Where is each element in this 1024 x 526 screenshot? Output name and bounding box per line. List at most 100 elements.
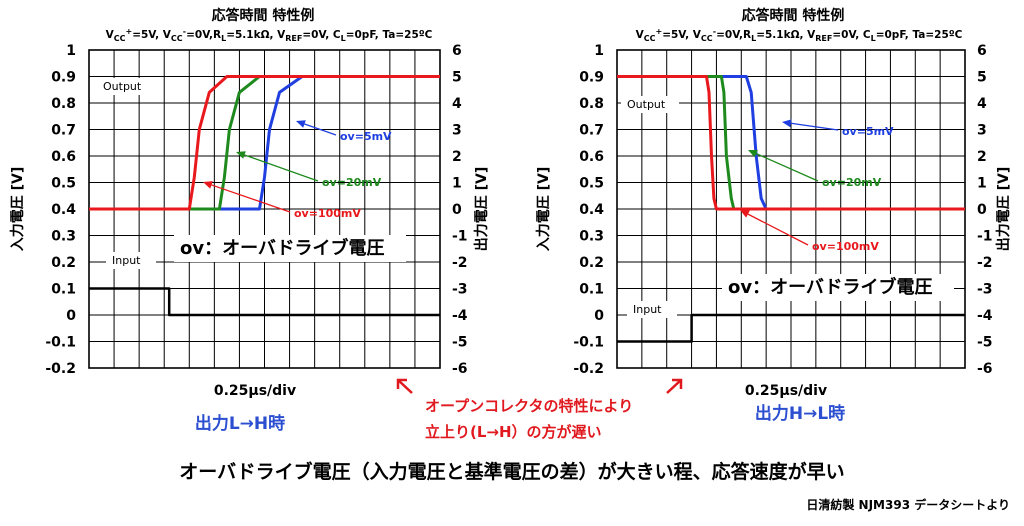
annotation-label: ov=100mV [294,207,361,220]
series-line-ov-100mv [617,75,965,211]
series-line-input [89,287,440,317]
output-label-bg [621,96,679,113]
y2-tick-label: -1 [452,229,468,245]
y2-axis-label: 出力電圧 [V] [473,167,490,252]
annotation-arrow [244,154,319,182]
input-label: Input [633,303,662,316]
subtitle-part: L [221,34,226,43]
subtitle-part: =5.1kΩ, V [226,29,286,41]
subtitle-part: CC [644,34,656,43]
y2-tick-label: 4 [977,96,987,112]
chart-subtitle: VCC+=5V, VCC-=0V,RL=5.1kΩ, VREF=0V, CL=0… [106,27,433,43]
subtitle-part: =5V, V [132,29,172,41]
y2-tick-label: -6 [977,361,993,377]
output-label-bg [97,78,155,95]
subtitle-part: CC [114,34,126,43]
annotation-label: ov=20mV [822,176,882,189]
subtitle-part: - [183,27,186,36]
legend-bg [174,235,406,262]
y-tick-label: 0.1 [51,282,76,298]
y2-tick-label: 2 [977,149,987,165]
y2-tick-label: -2 [452,255,468,271]
y-tick-label: 0.8 [579,96,604,112]
y2-tick-label: 1 [452,176,462,192]
y2-tick-label: 2 [452,149,462,165]
y2-tick-label: -3 [977,282,993,298]
annotation-arrow [211,184,291,213]
source-text: 日清紡製 NJM393 データシートより [806,497,1010,512]
x-axis-label: 0.25μs/div [214,383,296,399]
subtitle-part: CC [701,34,713,43]
chart-output-high-to-low: 応答時間 特性例 VCC+=5V, VCC-=0V,RL=5.1kΩ, VREF=… [535,7,1012,424]
y-tick-label: 0.1 [579,282,604,298]
input-label-bg [627,301,677,318]
y-tick-label: 0.7 [51,123,76,139]
annotation-arrow [747,213,809,246]
chart-title: 応答時間 特性例 [742,7,845,24]
subtitle-part: =0V,R [186,29,221,41]
y2-tick-label: -3 [452,282,468,298]
series-line-input [617,313,965,343]
chart-subtitle: VCC+=5V, VCC-=0V,RL=5.1kΩ, VREF=0V, CL=0… [636,27,963,43]
conclusion-text: オーバドライブ電圧（入力電圧と基準電圧の差）が大きい程、応答速度が早い [179,460,844,483]
y2-tick-label: -2 [977,255,993,271]
annotation-arrowhead [782,119,792,128]
y-tick-label: 0.2 [579,255,604,271]
subtitle-part: =0V, C [832,29,871,41]
y2-tick-label: 3 [452,123,462,139]
annotation-arrowhead [740,210,750,218]
y-tick-label: 0 [594,308,604,324]
y-tick-label: 0.5 [51,176,76,192]
x-axis-label: 0.25μs/div [745,383,827,399]
y-tick-label: 0.9 [51,70,76,86]
y2-axis-label: 出力電圧 [V] [995,167,1012,252]
input-label-bg [106,252,156,269]
subtitle-part: =0V,R [716,29,751,41]
subtitle-part: =5.1kΩ, V [756,29,816,41]
legend-bg [722,274,954,301]
y2-tick-label: 4 [452,96,462,112]
subtitle-part: =0pF, Ta=25ºC [876,29,963,41]
overdrive-legend: ov：オーバドライブ電圧 [180,237,384,259]
y2-tick-label: 0 [977,202,987,218]
y-tick-label: 0.6 [579,149,604,165]
y2-tick-label: -1 [977,229,993,245]
subtitle-part: + [656,27,663,36]
middle-arrow-right [666,379,682,394]
middle-arrow-right-head [672,378,683,389]
annotation-arrow [790,122,839,131]
y-tick-label: 0.5 [579,176,604,192]
y-tick-label: 0.2 [51,255,76,271]
annotation-arrow [304,123,337,136]
y-axis-label: 入力電圧 [V] [535,167,552,252]
input-label: Input [112,254,141,267]
annotation-arrow [755,153,819,182]
chart-title: 応答時間 特性例 [212,7,315,24]
y-tick-label: -0.1 [573,335,604,351]
annotation-label: ov=100mV [812,240,879,253]
annotation-arrowhead [203,181,213,189]
middle-note-line2: 立上り(L→H）の方が遅い [425,423,602,441]
subtitle-part: + [126,27,133,36]
middle-note-line1: オープンコレクタの特性により [425,397,633,415]
subtitle-part: V [636,29,645,41]
y2-tick-label: 6 [452,43,462,59]
y2-tick-label: 6 [977,43,987,59]
y2-tick-label: -5 [452,335,468,351]
annotation-arrowhead [296,120,306,128]
annotation-arrowhead [236,151,246,159]
subtitle-part: V [106,29,115,41]
annotation-label: ov=20mV [322,176,382,189]
subtitle-part: =5V, V [662,29,702,41]
middle-arrow-left-head [396,378,407,389]
y2-tick-label: 1 [977,176,987,192]
y-tick-label: 0.4 [51,202,76,218]
y2-tick-label: -4 [452,308,468,324]
y-tick-label: 0.8 [51,96,76,112]
subtitle-part: REF [285,34,302,43]
output-label: Output [103,80,142,93]
y2-tick-label: -5 [977,335,993,351]
y2-tick-label: 5 [977,70,987,86]
